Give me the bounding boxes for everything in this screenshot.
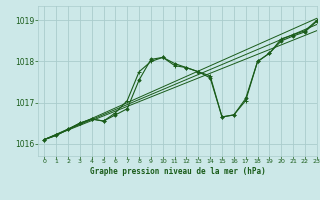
- X-axis label: Graphe pression niveau de la mer (hPa): Graphe pression niveau de la mer (hPa): [90, 167, 266, 176]
